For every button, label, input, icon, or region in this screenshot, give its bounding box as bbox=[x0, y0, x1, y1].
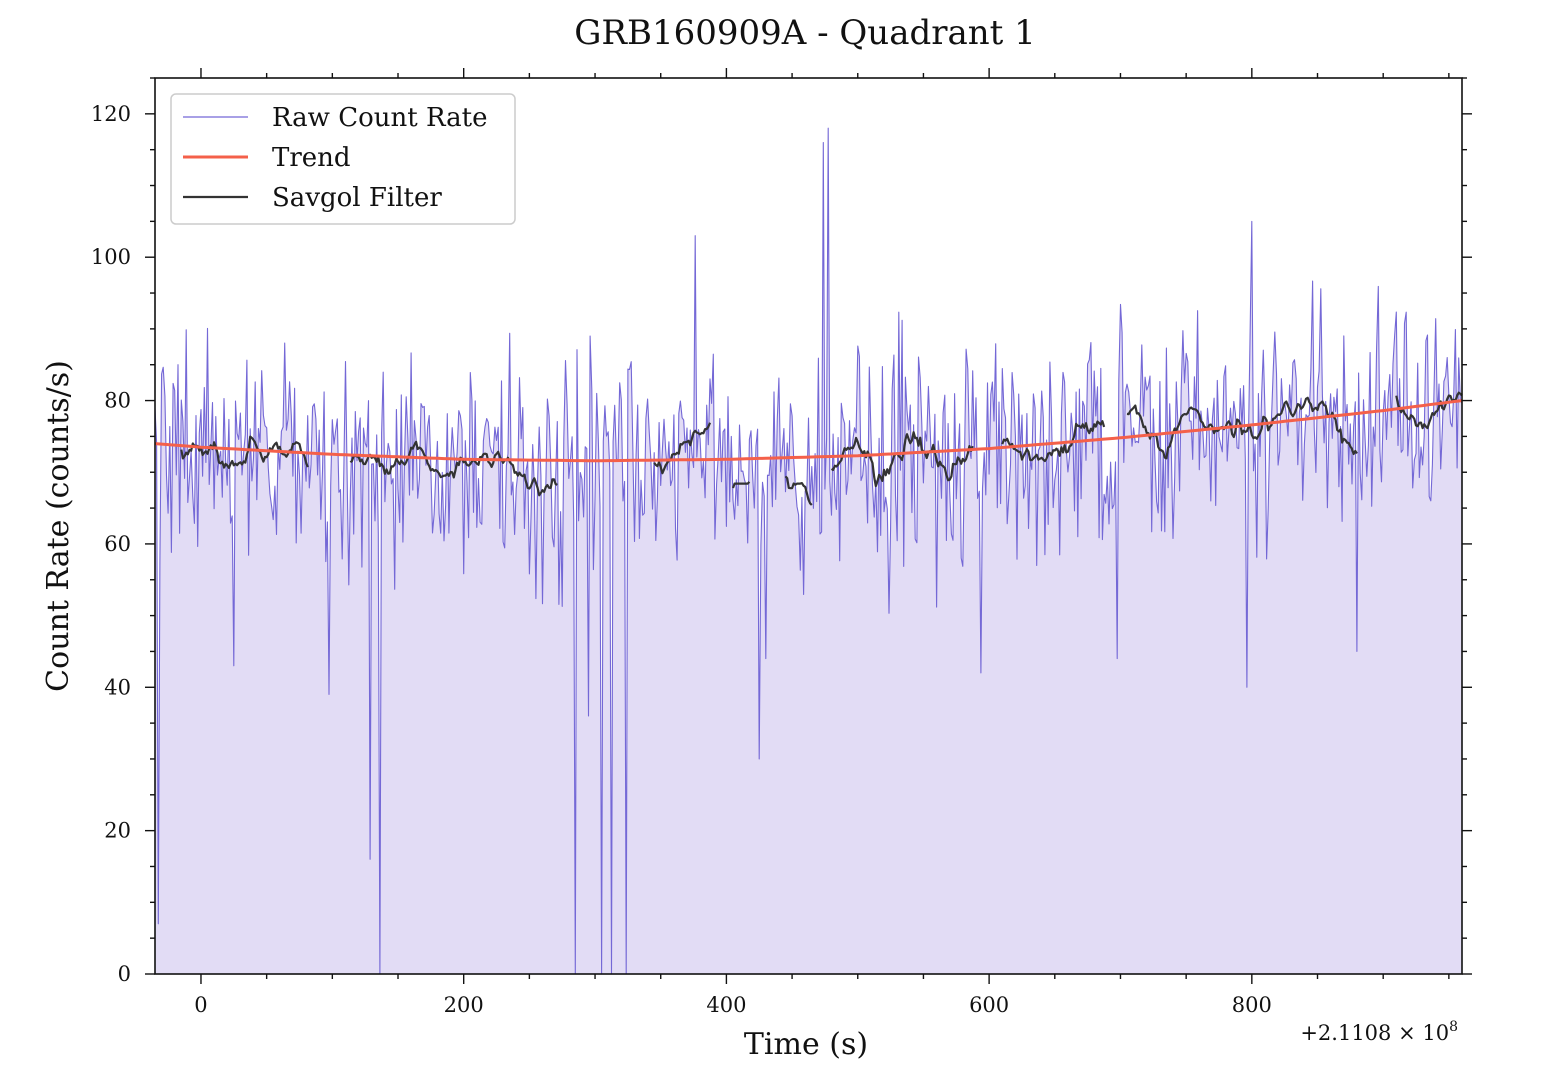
savgol-filter-segment bbox=[830, 431, 974, 488]
legend-label-trend: Trend bbox=[272, 143, 351, 173]
y-tick-label: 0 bbox=[118, 962, 131, 986]
y-tick-label: 60 bbox=[104, 532, 131, 556]
x-axis-offset: +2.1108 × 108 bbox=[1300, 1019, 1458, 1045]
x-axis-offset-exponent: 8 bbox=[1449, 1019, 1458, 1035]
savgol-filter-segment bbox=[1126, 396, 1358, 460]
plot-frame bbox=[154, 77, 1463, 975]
legend-box bbox=[170, 93, 516, 225]
savgol-filter-segment bbox=[349, 440, 558, 497]
savgol-filter-segment bbox=[784, 475, 813, 506]
legend-label-raw: Raw Count Rate bbox=[272, 103, 487, 133]
plot-area bbox=[154, 127, 1463, 975]
raw-count-rate-line bbox=[154, 127, 1463, 975]
savgol-filter-segment bbox=[1395, 391, 1463, 430]
axis-ticks: 0 200 400 600 800 0 20 40 60 80 100 120 bbox=[91, 68, 1472, 1017]
savgol-filter-segment bbox=[1001, 420, 1106, 463]
trend-line bbox=[154, 399, 1463, 463]
chart-title: GRB160909A - Quadrant 1 bbox=[574, 13, 1036, 53]
y-tick-label: 80 bbox=[104, 389, 131, 413]
y-axis-label: Count Rate (counts/s) bbox=[41, 360, 76, 692]
raw-count-rate-fill bbox=[155, 128, 1462, 974]
y-tick-label: 40 bbox=[104, 675, 131, 699]
y-tick-label: 100 bbox=[91, 245, 131, 269]
x-tick-label: 800 bbox=[1232, 993, 1272, 1017]
legend-label-savgol: Savgol Filter bbox=[272, 183, 442, 213]
x-tick-label: 400 bbox=[706, 993, 746, 1017]
legend: Raw Count Rate Trend Savgol Filter bbox=[170, 93, 516, 225]
savgol-filter-segment bbox=[731, 481, 751, 489]
x-tick-label: 600 bbox=[969, 993, 1009, 1017]
x-axis-offset-base: +2.1108 × 10 bbox=[1300, 1021, 1449, 1045]
x-tick-label: 0 bbox=[194, 993, 207, 1017]
savgol-filter-segment bbox=[653, 422, 712, 475]
x-axis-label: Time (s) bbox=[744, 1027, 868, 1062]
savgol-filter-segment bbox=[180, 435, 309, 469]
y-tick-label: 120 bbox=[91, 102, 131, 126]
y-tick-label: 20 bbox=[104, 819, 131, 843]
x-tick-label: 200 bbox=[444, 993, 484, 1017]
